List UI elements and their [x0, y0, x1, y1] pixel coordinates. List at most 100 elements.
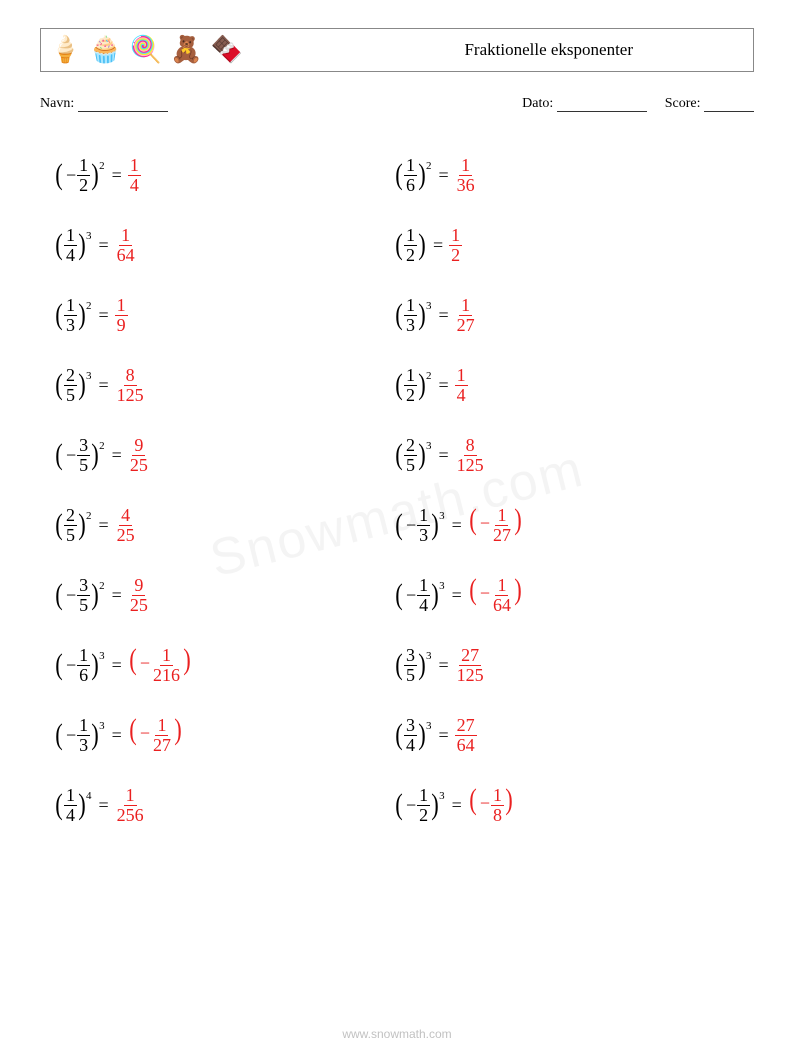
fraction: 35 [404, 646, 417, 685]
fraction: 925 [128, 576, 150, 615]
answer: (−127) [128, 715, 183, 754]
paren-right: ) [418, 370, 426, 400]
paren-left: ( [55, 300, 63, 330]
equals-sign: = [433, 655, 455, 676]
fraction: 25 [404, 436, 417, 475]
answer: 925 [128, 576, 150, 615]
equals-sign: = [433, 445, 455, 466]
equals-sign: = [446, 585, 468, 606]
date-label: Dato: [522, 96, 553, 111]
fraction: 14 [64, 786, 77, 825]
problem: (34)3=2764 [394, 700, 734, 770]
fraction: 12 [449, 226, 462, 265]
minus-sign: − [64, 655, 77, 676]
problem: (−35)2=925 [54, 560, 394, 630]
equals-sign: = [93, 375, 115, 396]
paren-right: ) [418, 300, 426, 330]
exponent: 3 [426, 440, 432, 452]
problem: (−12)3=(−18) [394, 770, 734, 840]
equals-sign: = [93, 795, 115, 816]
paren-right: ) [418, 650, 426, 680]
minus-sign: − [64, 725, 77, 746]
paren-right: ) [78, 790, 86, 820]
paren-left: ( [55, 650, 63, 680]
answer: 8125 [455, 436, 486, 475]
header-icon: 🍭 [130, 37, 162, 63]
paren-left: ( [395, 230, 403, 260]
minus-sign: − [138, 653, 151, 673]
fraction: 925 [128, 436, 150, 475]
paren-right: ) [418, 230, 426, 260]
exponent: 3 [99, 650, 105, 662]
answer: 2764 [455, 716, 477, 755]
paren-left: ( [55, 580, 63, 610]
equals-sign: = [433, 725, 455, 746]
paren-left: ( [129, 715, 137, 745]
name-label: Navn: [40, 96, 74, 111]
paren-right: ) [78, 370, 86, 400]
fraction: 12 [77, 156, 90, 195]
problem: (−13)3=(−127) [54, 700, 394, 770]
exponent: 3 [99, 720, 105, 732]
fraction: 8125 [115, 366, 146, 405]
problem: (−16)3=(−1216) [54, 630, 394, 700]
answer: 19 [115, 296, 128, 335]
paren-left: ( [395, 790, 403, 820]
problem: (14)4=1256 [54, 770, 394, 840]
exponent: 3 [86, 230, 92, 242]
paren-left: ( [55, 440, 63, 470]
header-icon: 🧸 [170, 37, 202, 63]
fraction: 19 [115, 296, 128, 335]
paren-left: ( [469, 785, 477, 815]
paren-right: ) [505, 785, 513, 815]
exponent: 3 [426, 300, 432, 312]
paren-right: ) [418, 720, 426, 750]
paren-left: ( [395, 580, 403, 610]
answer: 27125 [455, 646, 486, 685]
problem: (25)2=425 [54, 490, 394, 560]
worksheet-title: Fraktionelle eksponenter [464, 40, 633, 60]
minus-sign: − [404, 585, 417, 606]
fraction: 12 [404, 226, 417, 265]
paren-left: ( [395, 440, 403, 470]
score-label: Score: [665, 96, 701, 111]
header-bar: 🍦🧁🍭🧸🍫 Fraktionelle eksponenter [40, 28, 754, 72]
paren-left: ( [55, 230, 63, 260]
minus-sign: − [478, 513, 491, 533]
problem: (12)=12 [394, 210, 734, 280]
equals-sign: = [433, 165, 455, 186]
fraction: 34 [404, 716, 417, 755]
paren-left: ( [469, 575, 477, 605]
paren-right: ) [174, 715, 182, 745]
answer: 8125 [115, 366, 146, 405]
paren-right: ) [91, 580, 99, 610]
icon-strip: 🍦🧁🍭🧸🍫 [41, 37, 243, 63]
answer: 425 [115, 506, 137, 545]
paren-right: ) [431, 580, 439, 610]
name-field: Navn: [40, 96, 168, 112]
paren-right: ) [78, 230, 86, 260]
problem: (35)3=27125 [394, 630, 734, 700]
fraction: 13 [417, 506, 430, 545]
fraction: 35 [77, 576, 90, 615]
fraction: 25 [64, 506, 77, 545]
paren-left: ( [129, 645, 137, 675]
fraction: 164 [115, 226, 137, 265]
fraction: 14 [417, 576, 430, 615]
paren-left: ( [55, 370, 63, 400]
problem: (13)3=127 [394, 280, 734, 350]
fraction: 25 [64, 366, 77, 405]
exponent: 3 [86, 370, 92, 382]
answer: 127 [455, 296, 477, 335]
paren-right: ) [431, 790, 439, 820]
exponent: 2 [99, 160, 105, 172]
exponent: 2 [86, 510, 92, 522]
answer: 136 [455, 156, 477, 195]
fraction: 2764 [455, 716, 477, 755]
paren-right: ) [78, 510, 86, 540]
fraction: 13 [404, 296, 417, 335]
exponent: 2 [86, 300, 92, 312]
fraction: 14 [455, 366, 468, 405]
answer: (−164) [468, 575, 523, 614]
paren-left: ( [395, 160, 403, 190]
